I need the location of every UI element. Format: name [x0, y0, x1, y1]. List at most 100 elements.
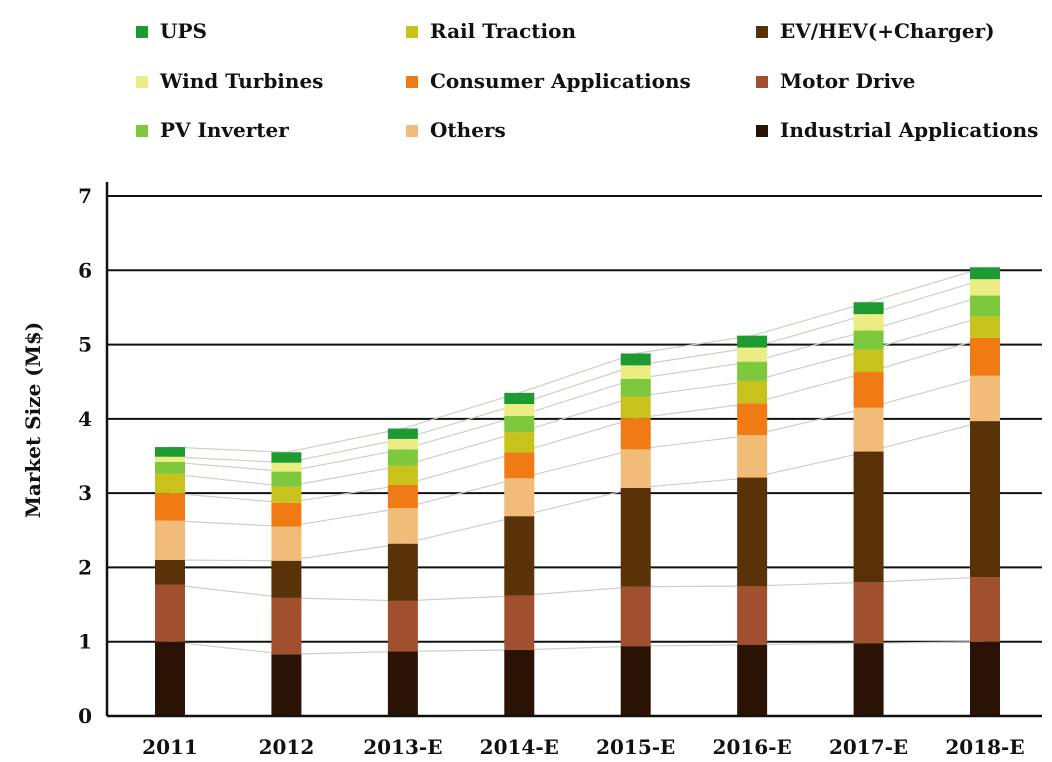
bar-ups-2017-e — [853, 302, 884, 315]
y-tick-label: 5 — [78, 333, 92, 357]
bar-others-2011 — [155, 520, 185, 560]
bar-others-2016-e — [737, 435, 768, 478]
bar-ups-2015-e — [620, 353, 651, 366]
legend-swatch-industrial-applications — [756, 125, 768, 137]
x-tick-label: 2013-E — [363, 735, 442, 759]
bar-rail-traction-2013-e — [387, 465, 418, 485]
bar-rail-traction-2016-e — [737, 380, 768, 404]
bar-wind-turbines-2012 — [271, 462, 302, 472]
legend-label-ev-hev-charger: EV/HEV(+Charger) — [780, 19, 995, 43]
legend-label-consumer-applications: Consumer Applications — [430, 69, 691, 93]
trend-line-consumer-applications — [169, 337, 986, 504]
legend-swatch-wind-turbines — [136, 76, 148, 88]
bar-industrial-applications-2018-e — [970, 641, 1000, 716]
legend-swatch-pv-inverter — [136, 125, 148, 137]
y-tick-label: 0 — [78, 704, 92, 728]
bar-rail-traction-2018-e — [970, 316, 1000, 338]
y-axis-title: Market Size (M$) — [21, 322, 45, 518]
bar-pv-inverter-2015-e — [620, 378, 651, 397]
bar-ev-hev-charger-2015-e — [620, 487, 651, 587]
legend-swatch-ev-hev-charger — [756, 26, 768, 38]
bar-others-2014-e — [504, 478, 535, 517]
bar-motor-drive-2015-e — [620, 586, 651, 647]
x-tick-label: 2018-E — [945, 735, 1024, 759]
bar-consumer-applications-2016-e — [737, 403, 768, 436]
y-tick-label: 3 — [78, 481, 92, 505]
bar-consumer-applications-2018-e — [970, 337, 1000, 376]
axes: 0 1 2 3 4 5 6 7 2011 2012 2013-E 2014-E 2015-E 2016-E… — [78, 182, 1042, 759]
bar-consumer-applications-2015-e — [620, 418, 651, 450]
bar-pv-inverter-2014-e — [504, 415, 535, 433]
bar-motor-drive-2013-e — [387, 600, 418, 652]
bars — [155, 267, 1000, 716]
bar-others-2013-e — [387, 508, 418, 544]
bar-wind-turbines-2018-e — [970, 279, 1000, 296]
bar-ev-hev-charger-2011 — [155, 560, 185, 585]
bar-motor-drive-2018-e — [970, 577, 1000, 642]
bar-ups-2011 — [155, 447, 185, 457]
trend-line-wind-turbines — [169, 278, 986, 464]
bar-wind-turbines-2015-e — [620, 365, 651, 379]
y-tick-label: 6 — [78, 258, 92, 282]
bar-ups-2013-e — [387, 428, 418, 439]
bar-ev-hev-charger-2018-e — [970, 421, 1000, 578]
trend-line-ups — [169, 266, 986, 453]
bar-industrial-applications-2011 — [155, 641, 185, 716]
bar-industrial-applications-2013-e — [387, 651, 418, 716]
legend-label-others: Others — [430, 118, 506, 142]
x-tick-label: 2011 — [142, 735, 198, 759]
bar-industrial-applications-2012 — [271, 654, 302, 716]
legend-swatch-rail-traction — [406, 26, 418, 38]
y-tick-label: 7 — [78, 184, 92, 208]
y-tick-label: 1 — [78, 630, 92, 654]
legend-label-wind-turbines: Wind Turbines — [159, 69, 323, 93]
bar-rail-traction-2011 — [155, 473, 185, 494]
trend-line-ev-hev-charger — [169, 420, 986, 562]
bar-wind-turbines-2014-e — [504, 404, 535, 416]
bar-motor-drive-2011 — [155, 584, 185, 642]
bar-pv-inverter-2016-e — [737, 361, 768, 381]
bar-pv-inverter-2011 — [155, 461, 185, 474]
trend-line-rail-traction — [169, 315, 986, 488]
bar-ev-hev-charger-2012 — [271, 560, 302, 598]
legend-label-ups: UPS — [160, 19, 207, 43]
bar-wind-turbines-2016-e — [737, 347, 768, 362]
bar-industrial-applications-2016-e — [737, 644, 768, 716]
y-tick-label: 2 — [78, 555, 92, 579]
bar-consumer-applications-2012 — [271, 502, 302, 527]
legend-swatch-motor-drive — [756, 76, 768, 88]
trend-lines — [169, 266, 986, 655]
bar-others-2012 — [271, 526, 302, 561]
bar-consumer-applications-2014-e — [504, 452, 535, 479]
bar-others-2015-e — [620, 449, 651, 488]
bar-consumer-applications-2017-e — [853, 372, 884, 408]
trend-line-others — [169, 375, 986, 528]
legend-label-motor-drive: Motor Drive — [780, 69, 915, 93]
bar-ups-2018-e — [970, 267, 1000, 280]
legend-label-industrial-applications: Industrial Applications — [780, 118, 1038, 142]
bar-pv-inverter-2017-e — [853, 330, 884, 350]
bar-wind-turbines-2011 — [155, 456, 185, 462]
bar-ups-2012 — [271, 452, 302, 463]
y-tick-label: 4 — [78, 407, 92, 431]
bar-motor-drive-2014-e — [504, 595, 535, 650]
bar-rail-traction-2015-e — [620, 396, 651, 419]
gridlines — [107, 195, 1042, 643]
bar-motor-drive-2017-e — [853, 582, 884, 644]
bar-ev-hev-charger-2014-e — [504, 516, 535, 596]
legend-swatch-ups — [136, 26, 148, 38]
legend: UPS Rail Traction EV/HEV(+Charger) Wind Tur… — [136, 19, 1038, 142]
legend-label-rail-traction: Rail Traction — [430, 19, 576, 43]
bar-consumer-applications-2013-e — [387, 484, 418, 508]
bar-rail-traction-2017-e — [853, 349, 884, 373]
bar-ev-hev-charger-2016-e — [737, 477, 768, 586]
bar-ev-hev-charger-2017-e — [853, 451, 884, 583]
bar-motor-drive-2012 — [271, 597, 302, 655]
x-tick-label: 2016-E — [713, 735, 792, 759]
bar-others-2018-e — [970, 375, 1000, 422]
legend-swatch-others — [406, 125, 418, 137]
bar-rail-traction-2012 — [271, 486, 302, 503]
bar-others-2017-e — [853, 407, 884, 452]
trend-line-industrial-applications — [169, 641, 986, 655]
